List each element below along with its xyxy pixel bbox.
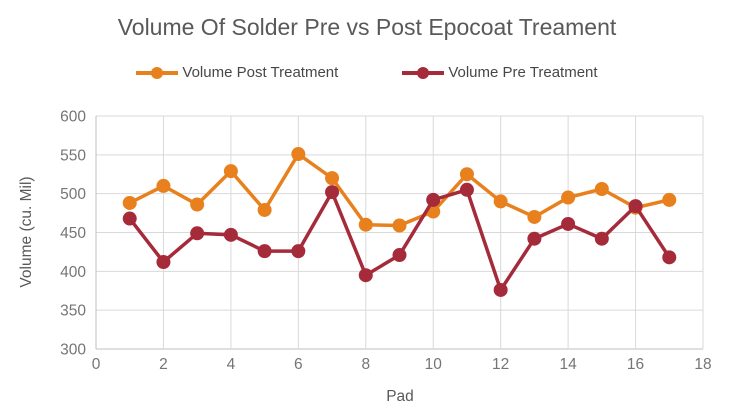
data-point — [190, 226, 205, 241]
data-point — [190, 197, 205, 212]
x-tick-label: 0 — [92, 356, 101, 373]
pre-series-marker-icon — [402, 66, 445, 80]
data-point — [392, 218, 407, 233]
data-point — [493, 194, 508, 209]
legend-item-post-treatment: Volume Post Treatment — [136, 64, 338, 81]
x-tick-label: 6 — [294, 356, 303, 373]
legend-label-post-treatment: Volume Post Treatment — [182, 64, 339, 81]
data-point — [122, 211, 137, 226]
x-tick-label: 8 — [361, 356, 370, 373]
chart-title: Volume Of Solder Pre vs Post Epocoat Tre… — [117, 14, 617, 40]
data-point — [257, 202, 272, 217]
data-point — [358, 268, 373, 283]
data-point — [594, 231, 609, 246]
x-tick-label: 12 — [492, 356, 509, 373]
data-point — [561, 216, 576, 231]
data-point — [291, 147, 306, 162]
x-tick-label: 10 — [425, 356, 443, 373]
x-tick-label: 18 — [694, 356, 711, 373]
data-point — [325, 185, 340, 200]
x-axis-title: Pad — [386, 388, 414, 405]
y-tick-label: 450 — [60, 225, 86, 242]
data-point — [662, 250, 677, 265]
series-post-treatment — [122, 147, 677, 233]
legend-label-pre-treatment: Volume Pre Treatment — [448, 64, 598, 81]
data-point — [561, 190, 576, 205]
series-line — [127, 152, 672, 228]
data-point — [628, 199, 643, 214]
x-tick-label: 2 — [159, 356, 168, 373]
data-point — [223, 227, 238, 242]
series-line — [127, 188, 672, 292]
data-point — [662, 192, 677, 207]
data-point — [426, 192, 441, 207]
data-point — [527, 209, 542, 224]
pre-series-dot-icon — [417, 66, 430, 79]
y-tick-label: 500 — [60, 186, 86, 203]
y-tick-label: 350 — [60, 303, 86, 320]
x-tick-label: 16 — [627, 356, 644, 373]
y-tick-label: 600 — [60, 109, 86, 126]
data-point — [257, 244, 272, 259]
data-point — [325, 171, 340, 186]
y-tick-label: 400 — [60, 264, 86, 281]
data-point — [527, 231, 542, 246]
data-point — [459, 182, 474, 197]
data-point — [358, 217, 373, 232]
y-tick-label: 300 — [60, 342, 86, 359]
data-point — [493, 282, 508, 297]
y-axis-title: Volume (cu. Mil) — [18, 176, 35, 288]
data-point — [156, 255, 171, 270]
data-point — [122, 195, 137, 210]
y-tick-label: 550 — [60, 147, 86, 164]
legend: Volume Post Treatment Volume Pre Treatme… — [0, 64, 734, 81]
x-tick-label: 14 — [559, 356, 577, 373]
data-point — [594, 182, 609, 197]
legend-item-pre-treatment: Volume Pre Treatment — [402, 64, 598, 81]
post-series-dot-icon — [151, 66, 164, 79]
tick-labels: 300 350 400 450 500 550 600 0 2 4 6 8 10 12 14 16 18 — [60, 109, 712, 374]
data-point — [459, 167, 474, 182]
data-point — [291, 244, 306, 259]
series-pre-treatment — [122, 182, 677, 297]
post-series-marker-icon — [136, 66, 179, 80]
data-point — [156, 178, 171, 193]
data-point — [223, 164, 238, 179]
x-tick-label: 4 — [227, 356, 236, 373]
data-point — [392, 248, 407, 263]
